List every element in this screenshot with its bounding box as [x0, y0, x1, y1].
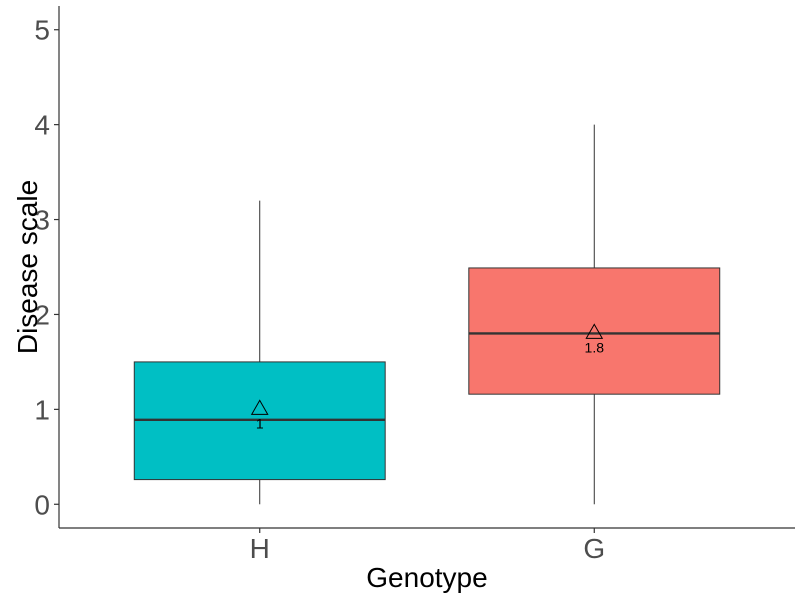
x-tick-label: H	[250, 533, 270, 564]
y-tick-label: 1	[34, 394, 50, 425]
y-tick-label: 3	[34, 205, 50, 236]
x-tick-label: G	[583, 533, 605, 564]
x-axis-title: Genotype	[366, 562, 487, 593]
y-tick-label: 2	[34, 299, 50, 330]
mean-label: 1.8	[585, 339, 605, 355]
mean-marker	[585, 323, 604, 339]
mean-label: 1	[256, 415, 264, 431]
box-g: 1.8	[468, 124, 721, 505]
plot-area: 11.8	[133, 124, 721, 505]
box-h: 1	[133, 200, 386, 505]
y-axis-title: Disease scale	[12, 180, 43, 354]
box-body	[468, 267, 721, 395]
mean-marker	[250, 399, 269, 415]
y-tick-label: 0	[34, 489, 50, 520]
y-axis-ticks: 0 1 2 3 4 5	[34, 15, 59, 520]
y-tick-label: 5	[34, 15, 50, 46]
y-tick-label: 4	[34, 110, 50, 141]
